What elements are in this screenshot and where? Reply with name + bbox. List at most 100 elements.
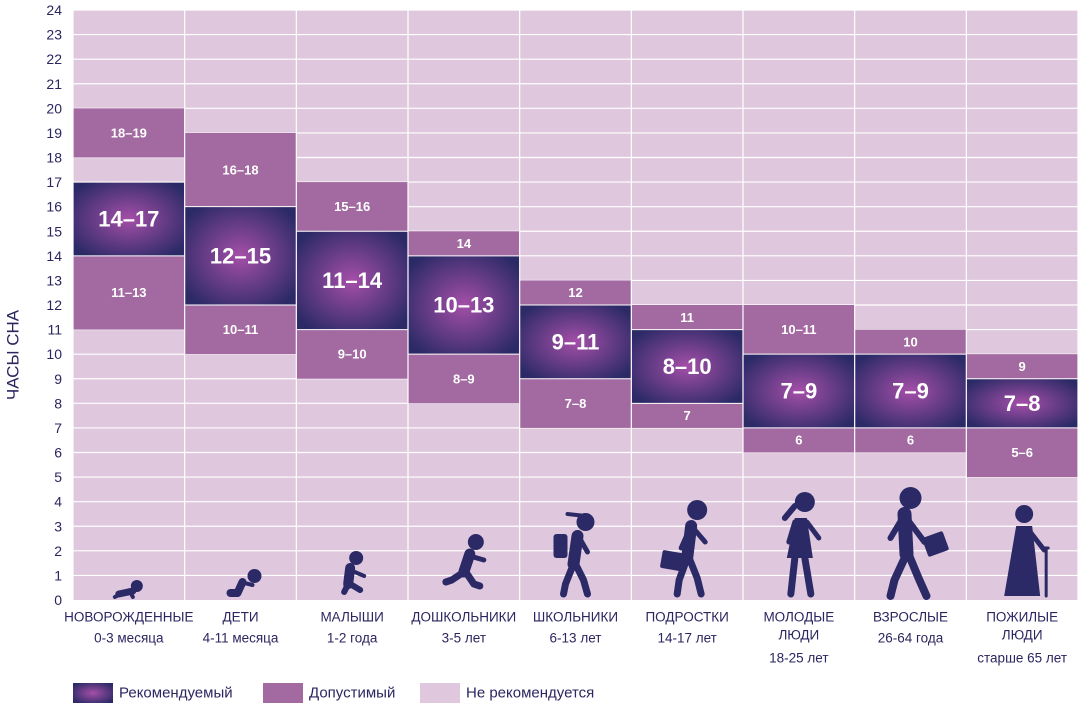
legend-swatch-recommended xyxy=(73,683,113,703)
acceptable-low-label: 6 xyxy=(795,433,802,448)
acceptable-low-label: 8–9 xyxy=(453,371,475,386)
category-label: ПОЖИЛЫЕ xyxy=(986,610,1058,625)
acceptable-high-bar xyxy=(966,354,1078,379)
acceptable-high-bar xyxy=(184,132,297,207)
acceptable-low-label: 6 xyxy=(907,433,914,448)
category-label: ВЗРОСЛЫЕ xyxy=(873,610,948,625)
recommended-bar xyxy=(408,255,520,355)
category-label: ЛЮДИ xyxy=(1002,628,1043,643)
young-adult-icon xyxy=(781,492,822,598)
legend-swatch-acceptable xyxy=(263,683,303,703)
acceptable-low-label: 10–11 xyxy=(223,322,258,337)
y-tick-label: 2 xyxy=(54,543,62,559)
recommended-label: 10–13 xyxy=(433,293,494,318)
acceptable-low-bar xyxy=(408,354,520,404)
y-tick-label: 20 xyxy=(46,100,62,116)
acceptable-high-bar xyxy=(296,182,408,232)
acceptable-low-label: 5–6 xyxy=(1011,445,1033,460)
y-tick-label: 12 xyxy=(46,297,62,313)
recommended-label: 8–10 xyxy=(663,354,712,379)
acceptable-high-bar xyxy=(631,305,743,330)
acceptable-low-bar xyxy=(519,378,632,428)
y-tick-label: 8 xyxy=(54,395,62,411)
y-tick-label: 18 xyxy=(46,150,62,166)
legend-label-not-recommended: Не рекомендуется xyxy=(466,685,594,702)
y-tick-label: 15 xyxy=(46,223,62,239)
y-tick-label: 3 xyxy=(54,518,62,534)
category-label: ДЕТИ xyxy=(222,610,258,625)
acceptable-high-label: 9 xyxy=(1019,359,1026,374)
category-age-label: 4-11 месяца xyxy=(203,631,279,646)
y-tick-label: 6 xyxy=(54,445,62,461)
recommended-label: 7–8 xyxy=(1004,391,1041,416)
category-label: НОВОРОЖДЕННЫЕ xyxy=(64,610,193,625)
acceptable-high-label: 14 xyxy=(457,236,472,251)
recommended-bar xyxy=(73,182,185,256)
y-tick-label: 1 xyxy=(54,567,62,583)
y-tick-label: 0 xyxy=(54,592,62,608)
legend-label-recommended: Рекомендуемый xyxy=(119,685,233,702)
acceptable-low-label: 7–8 xyxy=(565,396,587,411)
recommended-label: 9–11 xyxy=(552,329,600,354)
acceptable-low-bar xyxy=(854,427,967,453)
category-age-label: старше 65 лет xyxy=(977,651,1067,666)
acceptable-high-bar xyxy=(519,280,632,305)
recommended-bar xyxy=(296,231,408,330)
category-age-label: 1-2 года xyxy=(327,631,378,646)
category-label: ЛЮДИ xyxy=(778,628,819,643)
y-tick-label: 19 xyxy=(46,125,62,141)
y-tick-label: 23 xyxy=(46,27,62,43)
y-tick-label: 13 xyxy=(46,272,62,288)
recommended-label: 14–17 xyxy=(98,206,159,231)
acceptable-low-bar xyxy=(743,427,855,453)
recommended-bar xyxy=(854,354,967,428)
acceptable-low-label: 9–10 xyxy=(338,347,367,362)
category-age-label: 26-64 года xyxy=(878,631,944,646)
y-tick-label: 4 xyxy=(54,494,62,510)
acceptable-high-bar xyxy=(854,329,967,355)
adult-icon xyxy=(886,487,949,600)
y-tick-label: 9 xyxy=(54,371,62,387)
acceptable-low-bar xyxy=(966,427,1078,478)
category-label: ДОШКОЛЬНИКИ xyxy=(411,610,516,625)
acceptable-high-label: 10 xyxy=(903,334,917,349)
acceptable-low-label: 7 xyxy=(684,408,691,423)
y-tick-label: 10 xyxy=(46,346,62,362)
y-tick-label: 21 xyxy=(46,76,62,92)
acceptable-low-bar xyxy=(184,305,297,355)
elderly-icon xyxy=(1004,505,1050,598)
acceptable-low-bar xyxy=(631,403,743,428)
acceptable-low-bar xyxy=(73,255,185,330)
recommended-bar xyxy=(743,354,855,428)
category-age-label: 14-17 лет xyxy=(657,631,716,646)
recommended-bar xyxy=(631,329,743,404)
category-age-label: 18-25 лет xyxy=(769,651,828,666)
y-tick-label: 11 xyxy=(47,322,62,338)
y-tick-label: 16 xyxy=(46,199,62,215)
acceptable-low-bar xyxy=(296,329,408,379)
acceptable-high-label: 18–19 xyxy=(111,125,147,140)
acceptable-low-label: 11–13 xyxy=(111,285,146,300)
sitting-baby-icon xyxy=(226,569,262,597)
category-age-label: 3-5 лет xyxy=(442,631,486,646)
category-age-label: 6-13 лет xyxy=(550,631,602,646)
recommended-bar xyxy=(966,378,1078,428)
y-axis-label: ЧАСЫ СНА xyxy=(4,309,23,400)
recommended-label: 7–9 xyxy=(780,379,817,404)
recommended-bar xyxy=(184,206,297,305)
teenager-icon xyxy=(660,500,708,598)
acceptable-high-label: 16–18 xyxy=(222,162,258,177)
schoolchild-icon xyxy=(553,512,595,598)
recommended-label: 11–14 xyxy=(322,268,383,293)
y-tick-label: 24 xyxy=(46,2,62,18)
y-tick-label: 22 xyxy=(46,51,62,67)
y-tick-label: 7 xyxy=(54,420,62,436)
recommended-bar xyxy=(519,305,632,379)
category-label: ШКОЛЬНИКИ xyxy=(533,610,618,625)
category-label: МАЛЫШИ xyxy=(320,610,383,625)
acceptable-high-label: 15–16 xyxy=(334,199,370,214)
legend-swatch-not-recommended xyxy=(420,683,460,703)
crawling-baby-icon xyxy=(112,580,143,599)
acceptable-high-label: 10–11 xyxy=(781,322,816,337)
